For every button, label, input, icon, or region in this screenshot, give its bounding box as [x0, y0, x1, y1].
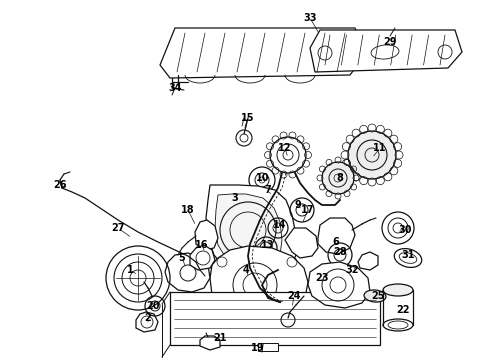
- Text: 2: 2: [145, 313, 151, 323]
- Text: 30: 30: [398, 225, 412, 235]
- Text: 12: 12: [278, 143, 292, 153]
- Polygon shape: [190, 245, 215, 270]
- Text: 4: 4: [243, 265, 249, 275]
- Polygon shape: [285, 228, 318, 258]
- Text: 1: 1: [126, 265, 133, 275]
- Ellipse shape: [383, 319, 413, 331]
- Text: 18: 18: [181, 205, 195, 215]
- Text: 24: 24: [287, 291, 301, 301]
- Polygon shape: [308, 262, 370, 308]
- Polygon shape: [160, 28, 365, 78]
- Polygon shape: [215, 194, 282, 267]
- Text: 34: 34: [168, 83, 182, 93]
- Polygon shape: [310, 30, 462, 72]
- Bar: [170, 292, 380, 345]
- Text: 15: 15: [241, 113, 255, 123]
- Text: 26: 26: [53, 180, 67, 190]
- Text: 25: 25: [371, 291, 385, 301]
- Text: 6: 6: [333, 237, 340, 247]
- Text: 10: 10: [256, 173, 270, 183]
- Polygon shape: [358, 252, 378, 270]
- Text: 8: 8: [337, 173, 343, 183]
- Bar: [258, 343, 278, 351]
- Text: 3: 3: [232, 193, 238, 203]
- Polygon shape: [195, 220, 218, 250]
- Text: 29: 29: [383, 37, 397, 47]
- Text: 13: 13: [261, 240, 275, 250]
- Ellipse shape: [383, 284, 413, 296]
- Circle shape: [283, 150, 293, 160]
- Circle shape: [322, 162, 354, 194]
- Polygon shape: [210, 246, 308, 322]
- Text: 9: 9: [294, 200, 301, 210]
- Polygon shape: [136, 312, 158, 332]
- Ellipse shape: [364, 290, 386, 302]
- Text: 11: 11: [373, 143, 387, 153]
- Text: 23: 23: [315, 273, 329, 283]
- Text: 19: 19: [251, 343, 265, 353]
- Text: 7: 7: [265, 185, 271, 195]
- Polygon shape: [165, 253, 210, 292]
- Text: 5: 5: [179, 253, 185, 263]
- Text: 17: 17: [301, 205, 315, 215]
- Text: 16: 16: [195, 240, 209, 250]
- Text: 28: 28: [333, 247, 347, 257]
- Text: 32: 32: [345, 265, 359, 275]
- Text: 31: 31: [401, 250, 415, 260]
- Text: 20: 20: [146, 301, 160, 311]
- Polygon shape: [318, 218, 355, 254]
- Text: 22: 22: [396, 305, 410, 315]
- Text: 21: 21: [213, 333, 227, 343]
- Polygon shape: [200, 336, 220, 350]
- Text: 33: 33: [303, 13, 317, 23]
- Text: 14: 14: [273, 220, 287, 230]
- Circle shape: [348, 131, 396, 179]
- Text: 27: 27: [111, 223, 125, 233]
- Polygon shape: [206, 185, 296, 278]
